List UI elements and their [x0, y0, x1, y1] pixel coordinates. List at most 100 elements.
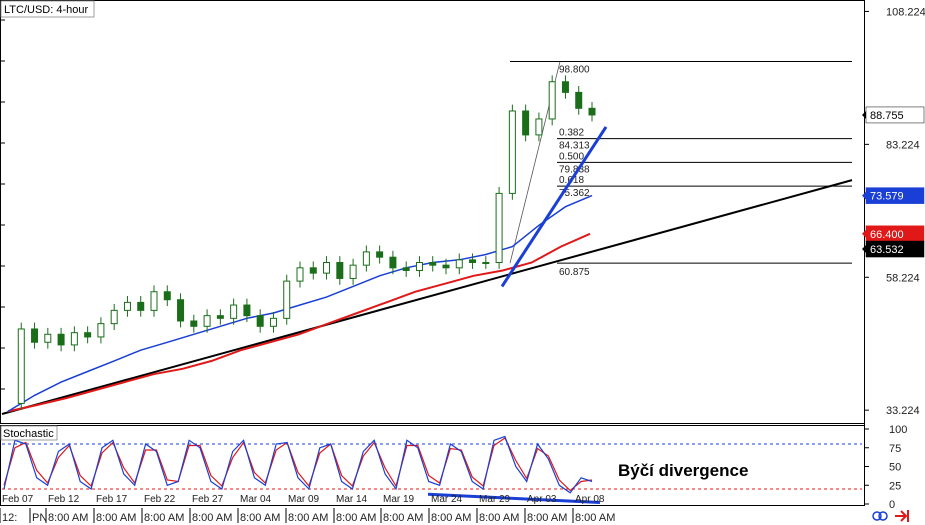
stoch-tick-label: 25	[889, 480, 901, 492]
stoch-area	[2, 435, 862, 504]
date-label: Mar 09	[288, 494, 320, 505]
stoch-tick-label: 75	[889, 443, 901, 455]
time-label: PN	[32, 512, 47, 524]
price-badge-arrow	[862, 229, 866, 238]
candle-body	[389, 256, 397, 269]
candle-body	[429, 262, 437, 266]
candle-body	[163, 291, 171, 301]
fib-label-7: 60.875	[559, 267, 590, 278]
time-label: 12:	[2, 512, 17, 524]
candle-body	[70, 332, 78, 346]
date-label: Feb 27	[192, 494, 224, 505]
price-badge-label: 88.755	[870, 110, 904, 122]
candle-body	[548, 81, 556, 120]
date-label: Mar 04	[240, 494, 272, 505]
time-label: 8:00 AM	[144, 512, 184, 524]
candle-body	[31, 328, 39, 343]
candle-body	[588, 107, 596, 116]
candle-body	[376, 251, 384, 258]
price-badge-label: 73.579	[870, 191, 904, 203]
candle-body	[243, 304, 251, 317]
price-badge: 88.755	[862, 106, 925, 124]
price-badge: 66.400	[862, 225, 925, 243]
divergence-line	[427, 492, 601, 504]
candle-body	[296, 267, 304, 282]
price-badge-label: 66.400	[870, 229, 904, 241]
date-label: Mar 19	[383, 494, 415, 505]
date-label: Mar 24	[431, 494, 463, 505]
candle-body	[17, 328, 25, 404]
candle-body	[150, 291, 158, 311]
time-label: 8:00 AM	[192, 512, 232, 524]
time-label: 8:00 AM	[431, 512, 471, 524]
candle-body	[190, 320, 198, 327]
ema-blue-line	[7, 194, 593, 413]
chart-title-box	[0, 0, 95, 18]
time-label: 8:00 AM	[96, 512, 136, 524]
ema-red-line	[7, 232, 591, 413]
fib-label-2: 84.313	[559, 141, 590, 152]
candle-body	[230, 304, 238, 319]
arrow-right-icon[interactable]	[895, 510, 909, 522]
price-badge: 63.532	[862, 240, 925, 258]
chart-title: LTC/USD: 4-hour	[4, 4, 88, 16]
time-label: 8:00 AM	[288, 512, 328, 524]
candle-body	[123, 301, 131, 311]
trendline-black	[1, 179, 853, 415]
candle-body	[84, 332, 92, 338]
candle-body	[508, 110, 516, 194]
stoch-k-line	[3, 435, 593, 494]
candle-body	[283, 280, 291, 319]
candle-body	[97, 323, 105, 338]
candle-body	[177, 299, 185, 322]
date-label: Feb 12	[48, 494, 80, 505]
stoch-tick-label: 100	[889, 424, 907, 436]
time-label: 8:00 AM	[336, 512, 376, 524]
stoch-d-line	[3, 437, 593, 492]
date-label: Apr 03	[527, 494, 557, 505]
time-label: 8:00 AM	[575, 512, 615, 524]
date-label: Feb 22	[144, 494, 176, 505]
candle-body	[442, 264, 450, 269]
candle-body	[336, 262, 344, 279]
price-tick-label: 108.224	[886, 6, 925, 18]
stoch-title: Stochastic	[3, 428, 54, 440]
candle-body	[44, 333, 52, 343]
time-label: 8:00 AM	[48, 512, 88, 524]
axis-area: 108.224 83.224 58.224 33.224 73.579 66.400 63.…	[0, 6, 925, 524]
candle-body	[256, 315, 264, 327]
fib-label-4: 79.838	[559, 164, 590, 175]
candle-body	[110, 309, 118, 325]
fib-label-1: 0.382	[559, 128, 584, 139]
fib-label-0: 98.800	[559, 65, 590, 76]
time-label: 8:00 AM	[479, 512, 519, 524]
candle-body	[137, 301, 145, 311]
stoch-title-box	[0, 425, 58, 441]
candle-body	[469, 259, 477, 264]
candle-body	[522, 110, 530, 136]
candle-body	[402, 267, 410, 271]
candle-body	[216, 315, 224, 319]
trendline-blue-steep	[500, 126, 608, 288]
candle-body	[203, 315, 211, 327]
price-badge-arrow	[862, 110, 866, 119]
price-badge-arrow	[862, 245, 866, 254]
time-label: 8:00 AM	[527, 512, 567, 524]
stoch-tick-label: 50	[889, 462, 901, 474]
price-tick-label: 83.224	[886, 139, 920, 151]
date-label: Mar 29	[479, 494, 511, 505]
date-label: Feb 07	[2, 494, 34, 505]
date-label: Apr 08	[575, 494, 605, 505]
candle-body	[362, 251, 370, 266]
link-icon[interactable]	[872, 511, 888, 521]
candle-body	[415, 262, 423, 271]
date-label: Feb 17	[96, 494, 128, 505]
price-badge: 73.579	[862, 187, 925, 204]
candle-body	[309, 267, 317, 274]
price-badge-label: 63.532	[870, 244, 904, 256]
time-label: 8:00 AM	[383, 512, 423, 524]
candle-body	[535, 118, 543, 136]
annotation-label: Býčí divergence	[618, 461, 748, 480]
price-tick-label: 33.224	[886, 405, 920, 417]
